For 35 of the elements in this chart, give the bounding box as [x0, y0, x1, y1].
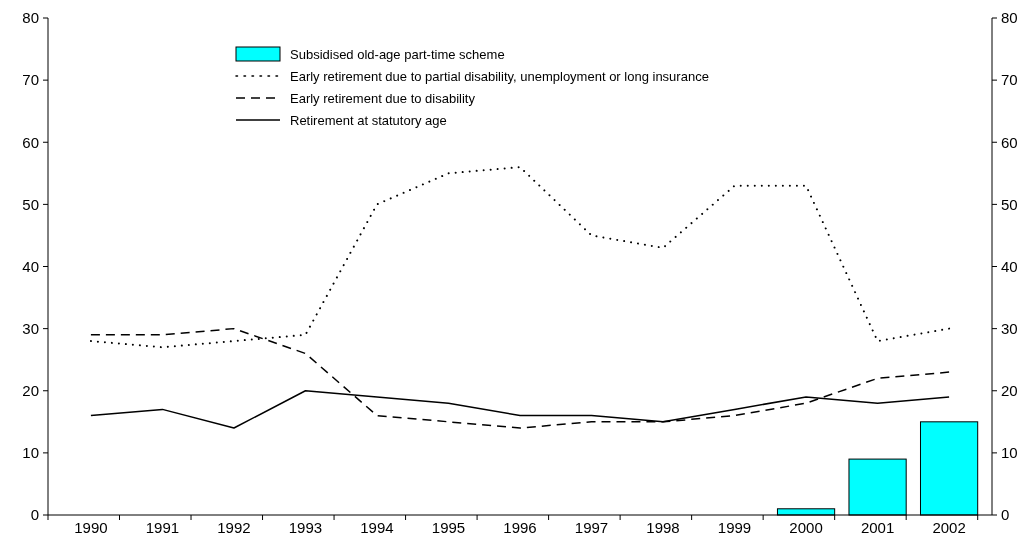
- y-tick-label: 70: [22, 71, 39, 89]
- x-tick-label: 1997: [574, 519, 609, 535]
- x-tick-label: 2002: [932, 519, 966, 535]
- y-tick-label: 80: [22, 9, 39, 27]
- y2-tick-label: 10: [1001, 444, 1018, 462]
- x-tick-label: 1999: [717, 519, 752, 535]
- y-tick-label: 0: [30, 506, 39, 524]
- x-tick-label: 1992: [217, 519, 251, 535]
- y2-tick-label: 40: [1001, 257, 1018, 275]
- y-tick-label: 20: [22, 382, 39, 399]
- x-tick-label: 2001: [860, 519, 895, 535]
- x-tick-label: 1993: [288, 519, 323, 535]
- y-tick-label: 60: [22, 133, 39, 151]
- legend-label: Retirement at statutory age: [290, 112, 447, 128]
- x-tick-label: 1991: [145, 519, 180, 535]
- x-tick-label: 1998: [646, 519, 680, 535]
- y2-tick-label: 60: [1001, 133, 1018, 151]
- y2-tick-label: 50: [1001, 195, 1018, 213]
- y2-tick-label: 30: [1001, 319, 1018, 337]
- x-tick-label: 2000: [789, 519, 823, 535]
- legend-label: Early retirement due to disability: [290, 90, 476, 106]
- y2-tick-label: 70: [1001, 71, 1018, 89]
- y2-tick-label: 0: [1001, 506, 1010, 524]
- y2-tick-label: 80: [1001, 9, 1018, 27]
- y-tick-label: 40: [22, 257, 39, 275]
- y-tick-label: 10: [22, 444, 39, 462]
- x-tick-label: 1990: [74, 519, 108, 535]
- legend-label: Early retirement due to partial disability, unemployment or long insurance: [290, 68, 709, 84]
- x-tick-label: 1996: [503, 519, 537, 535]
- legend-label: Subsidised old-age part-time scheme: [290, 46, 505, 62]
- y2-tick-label: 20: [1001, 382, 1018, 399]
- y-tick-label: 30: [22, 319, 39, 337]
- x-tick-label: 1995: [431, 519, 466, 535]
- y-tick-label: 50: [22, 195, 39, 213]
- x-tick-label: 1994: [360, 519, 394, 535]
